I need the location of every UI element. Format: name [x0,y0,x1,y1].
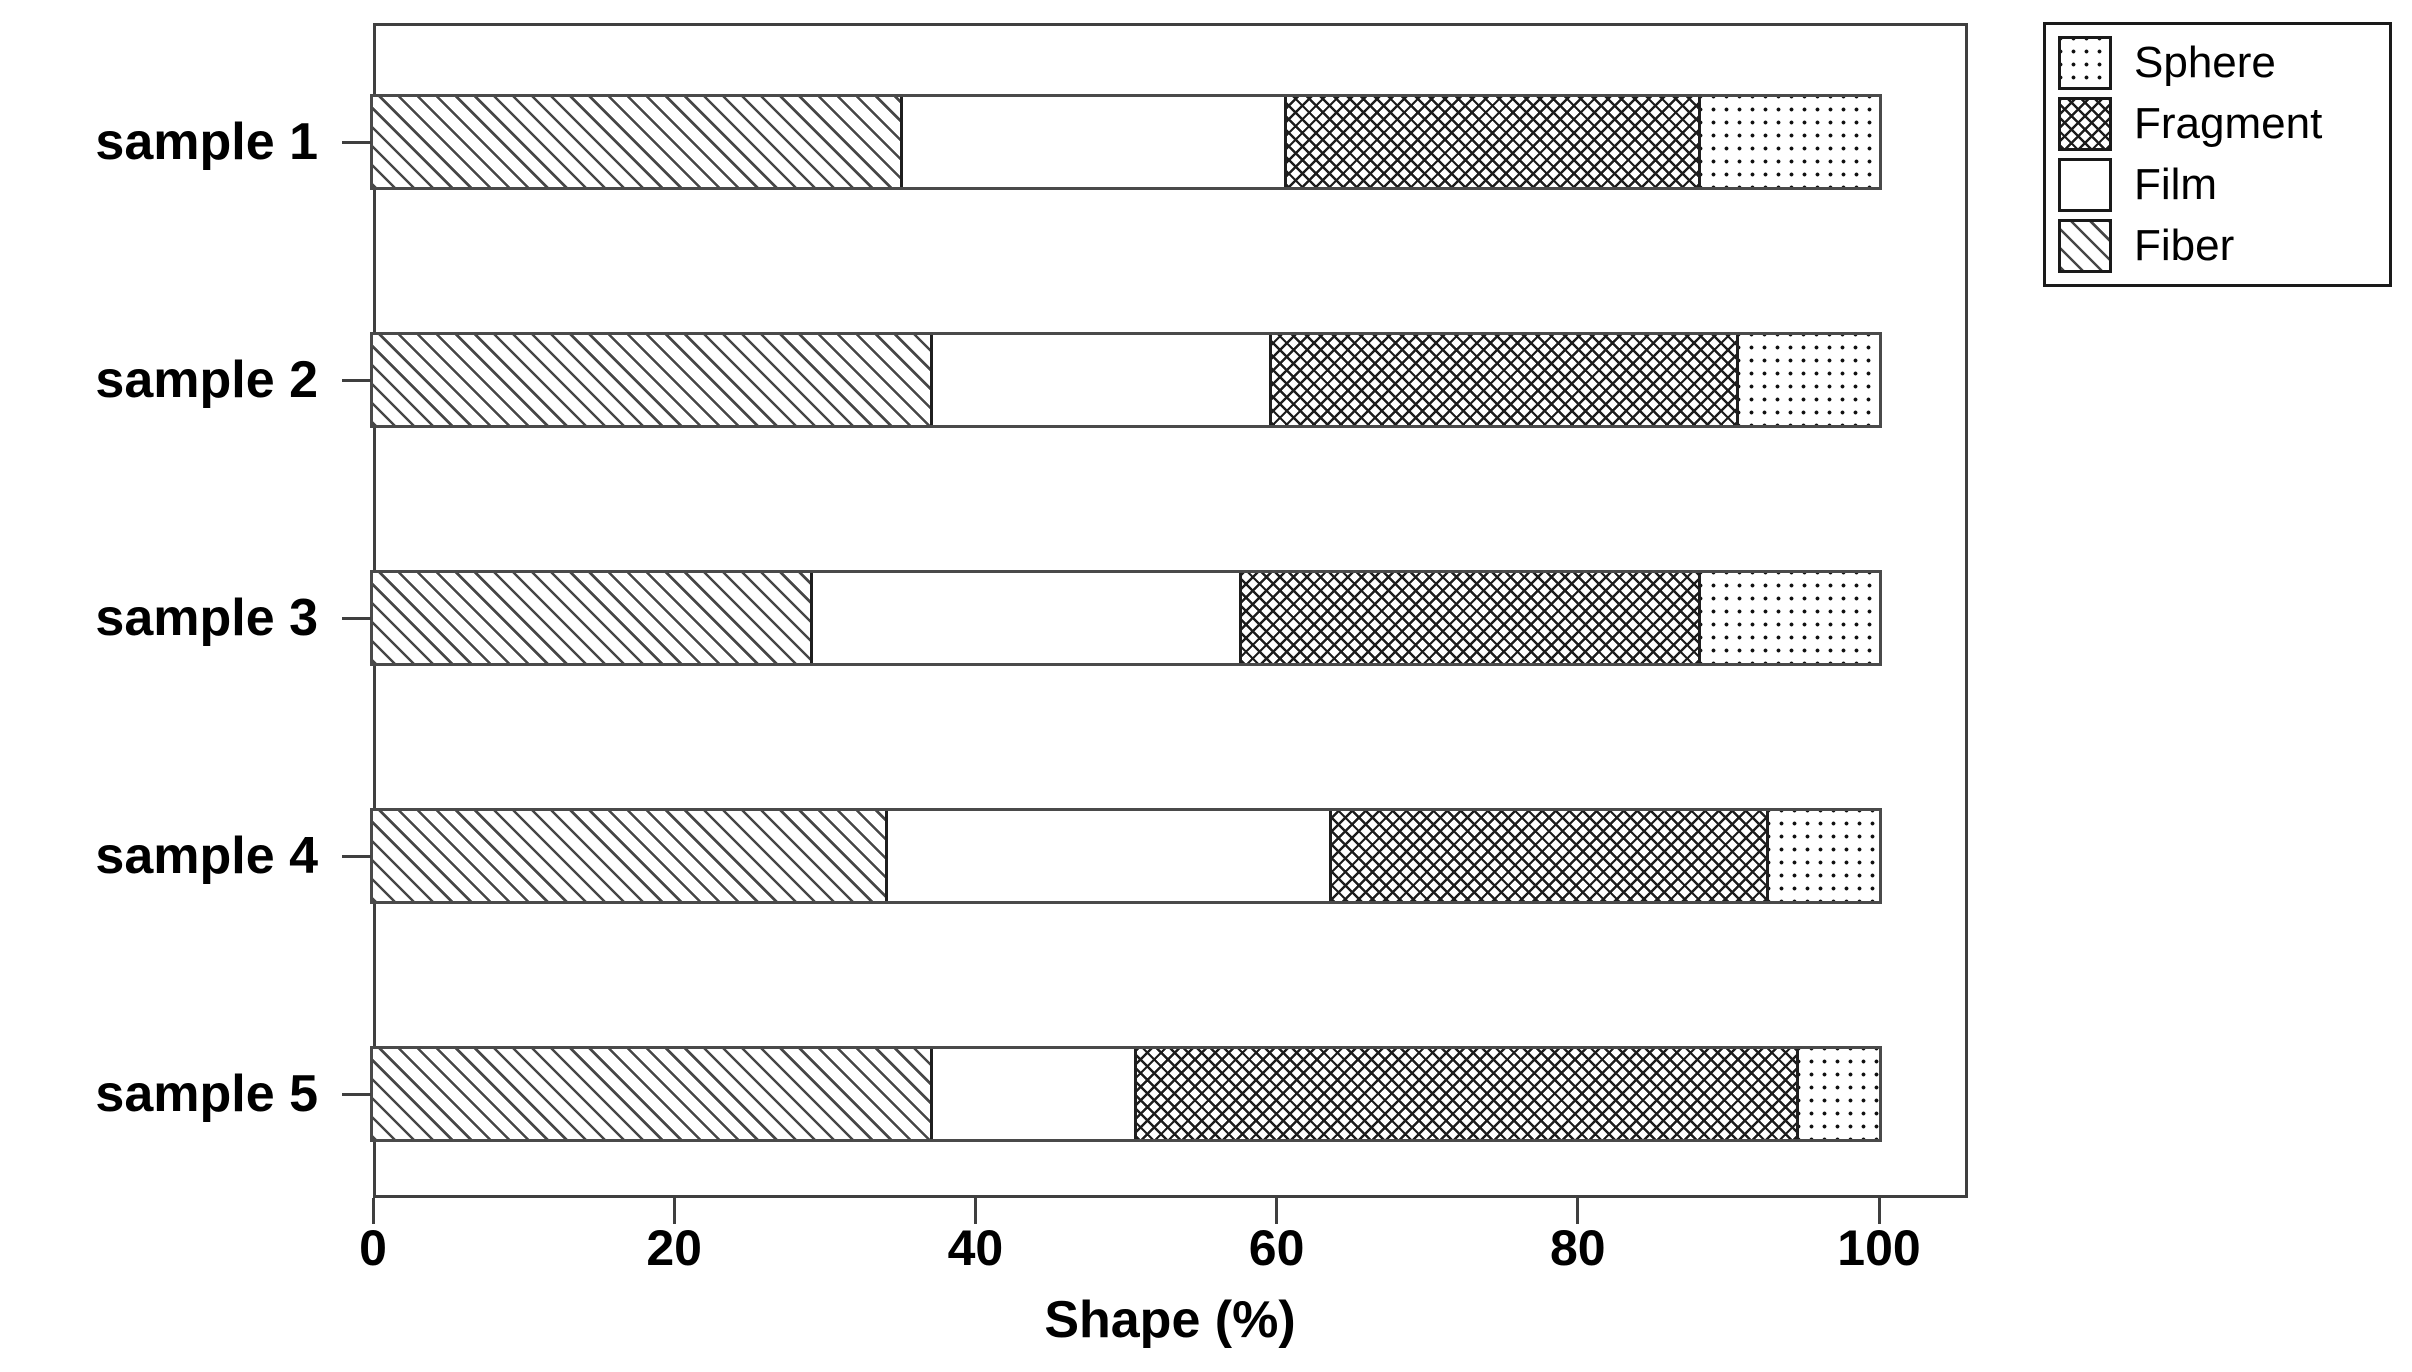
x-tick-mark [1576,1198,1580,1224]
x-tick-mark [973,1198,977,1224]
legend: Sphere Fragment Film Fiber [2043,22,2392,287]
legend-swatch-sphere [2058,36,2112,91]
legend-item: Fiber [2058,218,2377,273]
legend-swatch-film [2058,157,2112,212]
legend-item-label: Film [2134,159,2218,209]
bar-segment-fiber [373,97,901,187]
y-tick-mark [342,378,371,382]
bar-segment-fragment [1133,1049,1797,1139]
bar-segment-sphere [1735,335,1879,425]
x-tick-label: 40 [947,1220,1004,1276]
legend-item: Sphere [2058,36,2377,91]
bar-segment-fragment [1329,811,1767,901]
bar-segment-fiber [373,811,886,901]
category-label: sample 2 [95,351,318,409]
category-label: sample 5 [95,1065,318,1123]
bar-segment-film [900,97,1285,187]
x-tick-label: 100 [1837,1220,1921,1276]
bar-segment-fiber [373,1049,931,1139]
bar-segment-sphere [1698,97,1879,187]
x-tick-mark [1275,1198,1279,1224]
bar-row [370,570,1882,666]
y-tick-mark [342,616,371,620]
bar-segment-film [930,1049,1134,1139]
category-label: sample 1 [95,113,318,171]
bar-segment-film [885,811,1330,901]
bar-segment-film [930,335,1270,425]
bar-segment-sphere [1766,811,1879,901]
legend-item: Film [2058,157,2377,212]
bar-segment-fragment [1284,97,1699,187]
legend-item-label: Fiber [2134,220,2235,270]
bar-segment-film [809,573,1239,663]
y-tick-mark [342,1092,371,1096]
x-tick-label: 80 [1549,1220,1606,1276]
bar-segment-fragment [1238,573,1699,663]
bar-segment-fragment [1269,335,1736,425]
legend-item-label: Fragment [2134,99,2323,149]
x-tick-label: 60 [1248,1220,1305,1276]
x-tick-label: 0 [359,1220,387,1276]
legend-swatch-fiber [2058,218,2112,273]
bar-segment-sphere [1796,1049,1879,1139]
bar-row [370,94,1882,190]
legend-item-label: Sphere [2134,38,2276,88]
legend-swatch-fragment [2058,97,2112,152]
y-tick-mark [342,854,371,858]
legend-item: Fragment [2058,97,2377,152]
category-label: sample 3 [95,589,318,647]
x-tick-mark [371,1198,375,1224]
bar-row [370,1046,1882,1142]
bar-segment-fiber [373,573,810,663]
x-tick-mark [672,1198,676,1224]
x-tick-label: 20 [646,1220,702,1276]
category-label: sample 4 [95,827,318,885]
x-tick-mark [1877,1198,1881,1224]
bar-segment-sphere [1698,573,1879,663]
bar-row [370,808,1882,904]
bar-segment-fiber [373,335,931,425]
y-tick-mark [342,140,371,144]
x-axis-title: Shape (%) [1044,1291,1296,1349]
bar-row [370,332,1882,428]
